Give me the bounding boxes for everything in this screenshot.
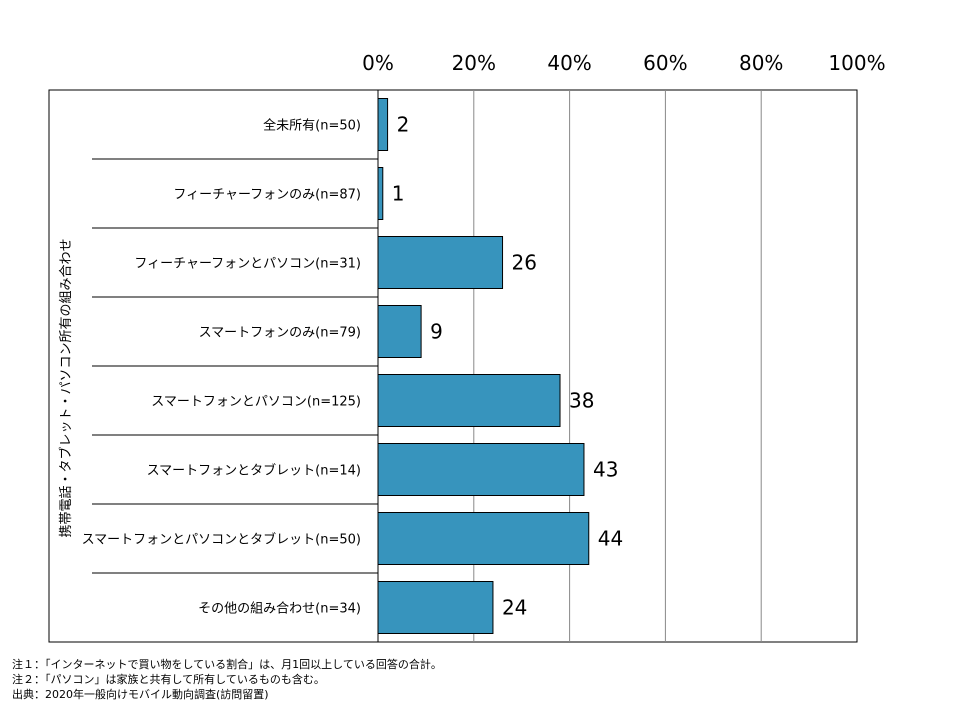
footnotes: 注１：「インターネットで買い物をしている割合」は、月1回以上している回答の合計。… — [12, 657, 442, 702]
data-label: 1 — [392, 182, 405, 206]
category-label: スマートフォンとパソコンとタブレット(n=50) — [82, 532, 361, 548]
bar — [377, 236, 504, 289]
bar — [377, 443, 585, 496]
data-label: 26 — [512, 251, 537, 275]
data-label: 24 — [502, 596, 527, 620]
category-label: 全未所有(n=50) — [263, 118, 361, 134]
data-label: 43 — [593, 458, 618, 482]
bar — [377, 374, 561, 427]
plot-frame — [48, 89, 858, 643]
x-tick-label: 20% — [452, 51, 496, 75]
x-tick-label: 80% — [739, 51, 783, 75]
data-label: 2 — [397, 113, 410, 137]
y-axis-label: 携帯電話・タブレット・パソコン所有の組み合わせ — [58, 238, 74, 537]
x-tick-label: 40% — [547, 51, 591, 75]
category-label: スマートフォンのみ(n=79) — [199, 326, 361, 341]
data-label: 44 — [598, 527, 623, 551]
note-2: 注２：「パソコン」は家族と共有して所有しているものも含む。 — [12, 673, 325, 686]
category-label: フィーチャーフォンとパソコン(n=31) — [134, 257, 361, 272]
data-label: 38 — [569, 389, 594, 413]
category-label: スマートフォンとタブレット(n=14) — [147, 463, 361, 479]
bar — [377, 167, 384, 220]
bar — [377, 98, 389, 151]
bar — [377, 581, 494, 634]
x-tick-label: 0% — [362, 51, 394, 75]
bar — [377, 305, 422, 358]
category-label: その他の組み合わせ(n=34) — [198, 602, 361, 617]
x-tick-label: 60% — [643, 51, 687, 75]
x-tick-label: 100% — [828, 51, 885, 75]
source-note: 出典：2020年一般向けモバイル動向調査(訪問留置) — [12, 688, 269, 701]
data-label: 9 — [430, 320, 443, 344]
note-1: 注１：「インターネットで買い物をしている割合」は、月1回以上している回答の合計。 — [12, 658, 442, 671]
category-label: フィーチャーフォンのみ(n=87) — [173, 188, 361, 203]
bar — [377, 512, 590, 565]
category-label: スマートフォンとパソコン(n=125) — [151, 395, 361, 410]
